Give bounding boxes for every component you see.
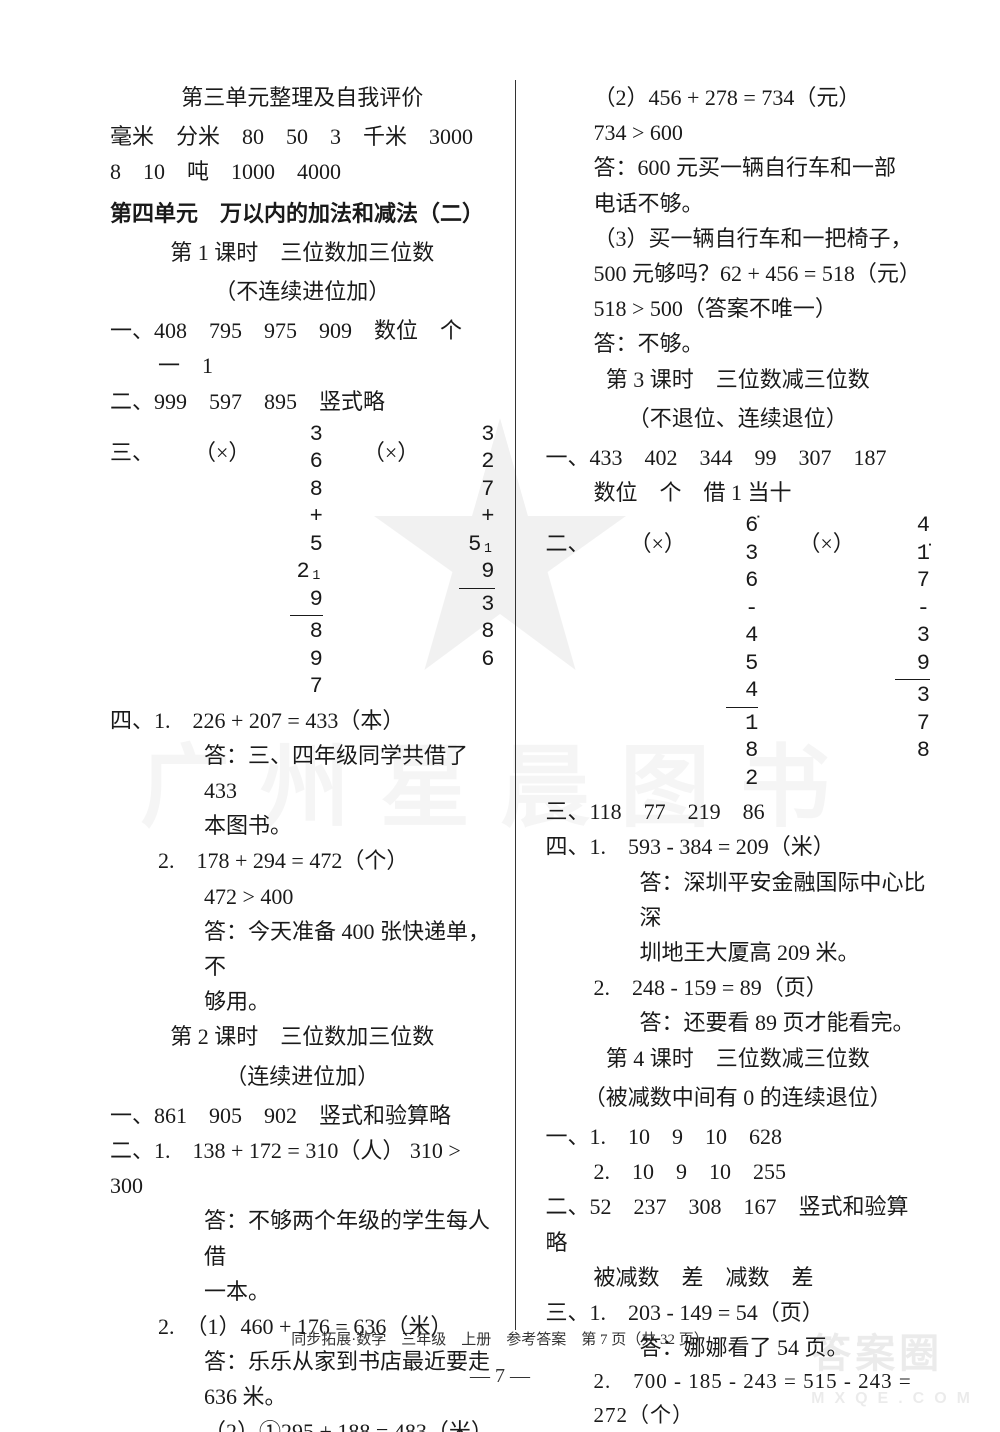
lesson4-title-a: 第 4 课时 三位数减三位数 (546, 1041, 931, 1076)
r5: （3）买一辆自行车和一把椅子， (546, 221, 931, 256)
content-columns: 第三单元整理及自我评价 毫米 分米 80 50 3 千米 3000 8 10 吨… (0, 0, 1000, 1330)
r2: 734 > 600 (546, 115, 931, 150)
v1-top: 3 6 8 (290, 421, 322, 504)
l1-q1-b: 一 1 (110, 348, 495, 383)
r3: 答：600 元买一辆自行车和一部 (546, 150, 931, 185)
r6: 500 元够吗？62 + 456 = 518（元） (546, 256, 931, 291)
l2-q2-2-1a: 2. （1）460 + 176 = 636（米） (110, 1309, 495, 1344)
l1-q3-v1: 3 6 8 + 5 2₁ 9 8 9 7 (290, 421, 322, 701)
l2-q1: 一、861 905 902 竖式和验算略 (110, 1098, 495, 1133)
l3-q2-label: 二、 (546, 512, 590, 792)
l1-q4-2a: 2. 178 + 294 = 472（个） (110, 843, 495, 878)
v2-op: + 5₁ 9 (459, 503, 494, 586)
l4-q2a: 二、52 237 308 167 竖式和验算略 (546, 1189, 931, 1259)
l1-q1-a: 一、408 795 975 909 数位 个 (110, 313, 495, 348)
v2-top: 4 1̇ 7 (895, 512, 930, 595)
l4-q1a: 一、1. 10 9 10 628 (546, 1119, 931, 1154)
l2-q2-2-1c: 636 米。 (110, 1379, 495, 1414)
lesson3-title-b: （不退位、连续退位） (546, 401, 931, 436)
l2-q2-1b: 答：不够两个年级的学生每人借 (110, 1203, 495, 1273)
l1-q4-2c: 答：今天准备 400 张快递单，不 (110, 914, 495, 984)
v2-top: 3 2 7 (459, 421, 494, 504)
u3-line2: 8 10 吨 1000 4000 (110, 154, 495, 189)
lesson1-title-b: （不连续进位加） (110, 274, 495, 309)
l1-q3-v2-mark: （×） (363, 421, 419, 701)
u3-line1: 毫米 分米 80 50 3 千米 3000 (110, 119, 495, 154)
l3-q2-v1-mark: （×） (630, 512, 686, 792)
r7: 518 > 500（答案不唯一） (546, 291, 931, 326)
l1-q4-1c: 本图书。 (110, 808, 495, 843)
v2-op: - 3 9 (895, 595, 930, 678)
l4-q3-2a: 2. 700 - 185 - 243 = 515 - 243 = 272（个） (546, 1365, 931, 1432)
l1-q3-vertical-pair: 三、 （×） 3 6 8 + 5 2₁ 9 8 9 7 （×） 3 2 7 + … (110, 421, 495, 701)
v2-res: 3 7 8 (895, 679, 930, 765)
l4-q2b: 被减数 差 减数 差 (546, 1260, 931, 1295)
l3-q2-v1: 6̇ 3 6 - 4 5 4 1 8 2 (726, 512, 758, 792)
l3-q4-1c: 圳地王大厦高 209 米。 (546, 935, 931, 970)
l3-q1a: 一、433 402 344 99 307 187 (546, 440, 931, 475)
lesson1-title-a: 第 1 课时 三位数加三位数 (110, 235, 495, 270)
lesson2-title-b: （连续进位加） (110, 1059, 495, 1094)
l1-q3-label: 三、 (110, 421, 154, 701)
l3-q1b: 数位 个 借 1 当十 (546, 475, 931, 510)
l4-q1b: 2. 10 9 10 255 (546, 1154, 931, 1189)
right-column: （2）456 + 278 = 734（元） 734 > 600 答：600 元买… (515, 80, 931, 1330)
l1-q4-1b: 答：三、四年级同学共借了 433 (110, 738, 495, 808)
lesson2-title-a: 第 2 课时 三位数加三位数 (110, 1019, 495, 1054)
v1-op: + 5 2₁ 9 (290, 503, 322, 613)
l3-q2-v2: 4 1̇ 7 - 3 9 3 7 8 (895, 512, 930, 792)
page: 广州星晨图书 第三单元整理及自我评价 毫米 分米 80 50 3 千米 3000… (0, 0, 1000, 1432)
l2-q2-2-2a: （2）①295 + 188 = 483（米） (110, 1414, 495, 1432)
l1-q3-v2: 3 2 7 + 5₁ 9 3 8 6 (459, 421, 494, 701)
l4-q3-1b: 答：娜娜看了 54 页。 (546, 1330, 931, 1365)
l1-q4-2d: 够用。 (110, 984, 495, 1019)
unit4-title: 第四单元 万以内的加法和减法（二） (110, 196, 495, 231)
l3-q3: 三、118 77 219 86 (546, 794, 931, 829)
l1-q4-1a: 四、1. 226 + 207 = 433（本） (110, 703, 495, 738)
v2-res: 3 8 6 (459, 588, 494, 674)
l3-q2-v2-mark: （×） (798, 512, 854, 792)
l2-q2-1c: 一本。 (110, 1274, 495, 1309)
v1-op: - 4 5 4 (726, 595, 758, 705)
lesson3-title-a: 第 3 课时 三位数减三位数 (546, 362, 931, 397)
l1-q3-v1-mark: （×） (194, 421, 250, 701)
r1: （2）456 + 278 = 734（元） (546, 80, 931, 115)
l1-q4-2b: 472 > 400 (110, 879, 495, 914)
l3-q4-2a: 2. 248 - 159 = 89（页） (546, 970, 931, 1005)
v1-res: 8 9 7 (290, 615, 322, 701)
l3-q2-vertical-pair: 二、 （×） 6̇ 3 6 - 4 5 4 1 8 2 （×） 4 1̇ 7 -… (546, 512, 931, 792)
lesson4-title-b: （被减数中间有 0 的连续退位） (546, 1080, 931, 1115)
l2-q2-1a: 二、1. 138 + 172 = 310（人） 310 > 300 (110, 1133, 495, 1203)
l2-q2-2-1b: 答：乐乐从家到书店最近要走 (110, 1344, 495, 1379)
l3-q4-2b: 答：还要看 89 页才能看完。 (546, 1005, 931, 1040)
unit3-title: 第三单元整理及自我评价 (110, 80, 495, 115)
l3-q4-1a: 四、1. 593 - 384 = 209（米） (546, 829, 931, 864)
left-column: 第三单元整理及自我评价 毫米 分米 80 50 3 千米 3000 8 10 吨… (110, 80, 515, 1330)
l1-q2: 二、999 597 895 竖式略 (110, 384, 495, 419)
v1-top: 6̇ 3 6 (726, 512, 758, 595)
l3-q4-1b: 答：深圳平安金融国际中心比深 (546, 865, 931, 935)
v1-res: 1 8 2 (726, 707, 758, 793)
r4: 电话不够。 (546, 186, 931, 221)
l4-q3-1a: 三、1. 203 - 149 = 54（页） (546, 1295, 931, 1330)
r8: 答：不够。 (546, 326, 931, 361)
